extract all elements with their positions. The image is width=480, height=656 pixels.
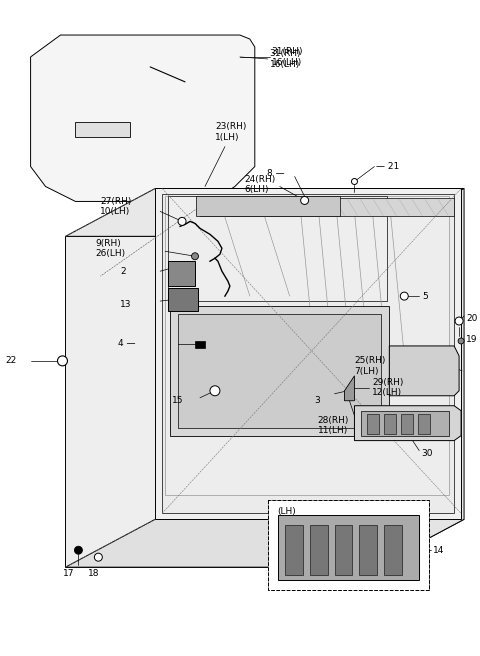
Text: 8 —: 8 — bbox=[267, 169, 285, 178]
Bar bbox=[360, 525, 377, 575]
Circle shape bbox=[210, 386, 220, 396]
Bar bbox=[401, 414, 413, 434]
Text: 19: 19 bbox=[466, 335, 478, 344]
Polygon shape bbox=[168, 261, 195, 286]
Text: 23(RH)
1(LH): 23(RH) 1(LH) bbox=[215, 122, 246, 142]
Bar bbox=[367, 414, 379, 434]
Polygon shape bbox=[361, 411, 449, 436]
Polygon shape bbox=[165, 196, 449, 495]
Circle shape bbox=[455, 317, 463, 325]
Text: 2: 2 bbox=[120, 267, 126, 276]
Bar bbox=[384, 414, 396, 434]
Bar bbox=[310, 525, 327, 575]
Polygon shape bbox=[31, 35, 255, 201]
Text: 22: 22 bbox=[6, 356, 17, 365]
Text: 3: 3 bbox=[314, 396, 320, 405]
Polygon shape bbox=[162, 194, 454, 514]
Circle shape bbox=[458, 338, 464, 344]
Polygon shape bbox=[195, 341, 205, 348]
Bar bbox=[384, 525, 402, 575]
Polygon shape bbox=[65, 236, 374, 567]
Bar bbox=[335, 525, 352, 575]
Polygon shape bbox=[168, 288, 198, 311]
Text: 27(RH)
10(LH): 27(RH) 10(LH) bbox=[100, 197, 132, 216]
Polygon shape bbox=[268, 501, 429, 590]
Polygon shape bbox=[278, 516, 419, 580]
Circle shape bbox=[300, 196, 309, 205]
Polygon shape bbox=[345, 376, 354, 401]
Polygon shape bbox=[65, 520, 464, 567]
Text: 20: 20 bbox=[466, 314, 478, 323]
Polygon shape bbox=[389, 346, 459, 396]
Text: 24(RH)
6(LH): 24(RH) 6(LH) bbox=[245, 174, 276, 194]
Polygon shape bbox=[168, 196, 387, 301]
Polygon shape bbox=[155, 188, 461, 520]
Text: 30: 30 bbox=[421, 449, 432, 458]
Text: 25(RH)
7(LH): 25(RH) 7(LH) bbox=[354, 356, 386, 376]
Polygon shape bbox=[75, 122, 130, 136]
Text: (LH): (LH) bbox=[278, 507, 297, 516]
Text: — 21: — 21 bbox=[376, 162, 400, 171]
Circle shape bbox=[95, 553, 102, 561]
Polygon shape bbox=[374, 188, 464, 567]
Bar bbox=[418, 414, 430, 434]
Text: 4 —: 4 — bbox=[118, 339, 136, 348]
Circle shape bbox=[400, 292, 408, 300]
Bar bbox=[285, 525, 302, 575]
Text: 14: 14 bbox=[433, 546, 444, 555]
Text: 5: 5 bbox=[422, 292, 428, 300]
Text: 18: 18 bbox=[88, 569, 100, 578]
Polygon shape bbox=[65, 188, 464, 236]
Circle shape bbox=[74, 546, 83, 554]
Text: 13: 13 bbox=[120, 300, 132, 308]
Text: 31(RH)
16(LH): 31(RH) 16(LH) bbox=[272, 47, 303, 67]
Text: 28(RH)
11(LH): 28(RH) 11(LH) bbox=[318, 416, 349, 436]
Circle shape bbox=[178, 217, 186, 226]
Polygon shape bbox=[196, 196, 339, 216]
Text: 17: 17 bbox=[62, 569, 74, 578]
Text: 15: 15 bbox=[172, 396, 183, 405]
Polygon shape bbox=[178, 314, 381, 428]
Circle shape bbox=[351, 178, 358, 184]
Text: 31(RH)
16(LH): 31(RH) 16(LH) bbox=[270, 49, 301, 69]
Text: 9(RH)
26(LH): 9(RH) 26(LH) bbox=[96, 239, 125, 258]
Text: 29(RH)
12(LH): 29(RH) 12(LH) bbox=[372, 378, 404, 398]
Polygon shape bbox=[200, 199, 454, 216]
Polygon shape bbox=[354, 405, 461, 441]
Polygon shape bbox=[170, 306, 389, 436]
Circle shape bbox=[192, 253, 199, 260]
Circle shape bbox=[58, 356, 68, 366]
